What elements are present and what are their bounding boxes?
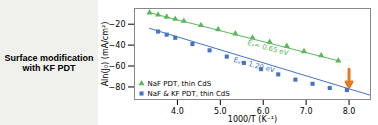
svg-text:4.0: 4.0	[171, 107, 184, 116]
svg-text:NaF PDT, thin CdS: NaF PDT, thin CdS	[148, 80, 212, 88]
svg-text:7.0: 7.0	[300, 107, 313, 116]
html-text:Surface modification with KF P: Surface modification with KF PDT	[4, 52, 94, 73]
svg-text:Aln(J₀) (mA/cm²): Aln(J₀) (mA/cm²)	[101, 22, 110, 87]
svg-text:Eₐ= 1.20 eV: Eₐ= 1.20 eV	[233, 56, 276, 75]
svg-text:6.0: 6.0	[256, 107, 270, 117]
svg-text:−80: −80	[109, 83, 126, 92]
svg-text:Eₐ= 0.65 eV: Eₐ= 0.65 eV	[246, 39, 289, 58]
svg-text:5.0: 5.0	[214, 107, 227, 116]
svg-text:NaF & KF PDT, thin CdS: NaF & KF PDT, thin CdS	[148, 90, 231, 98]
svg-text:−20: −20	[109, 20, 126, 29]
svg-text:−60: −60	[109, 62, 126, 71]
svg-text:1000/T (K⁻¹): 1000/T (K⁻¹)	[228, 115, 277, 124]
svg-text:−40: −40	[109, 41, 126, 50]
svg-text:8.0: 8.0	[343, 107, 356, 116]
